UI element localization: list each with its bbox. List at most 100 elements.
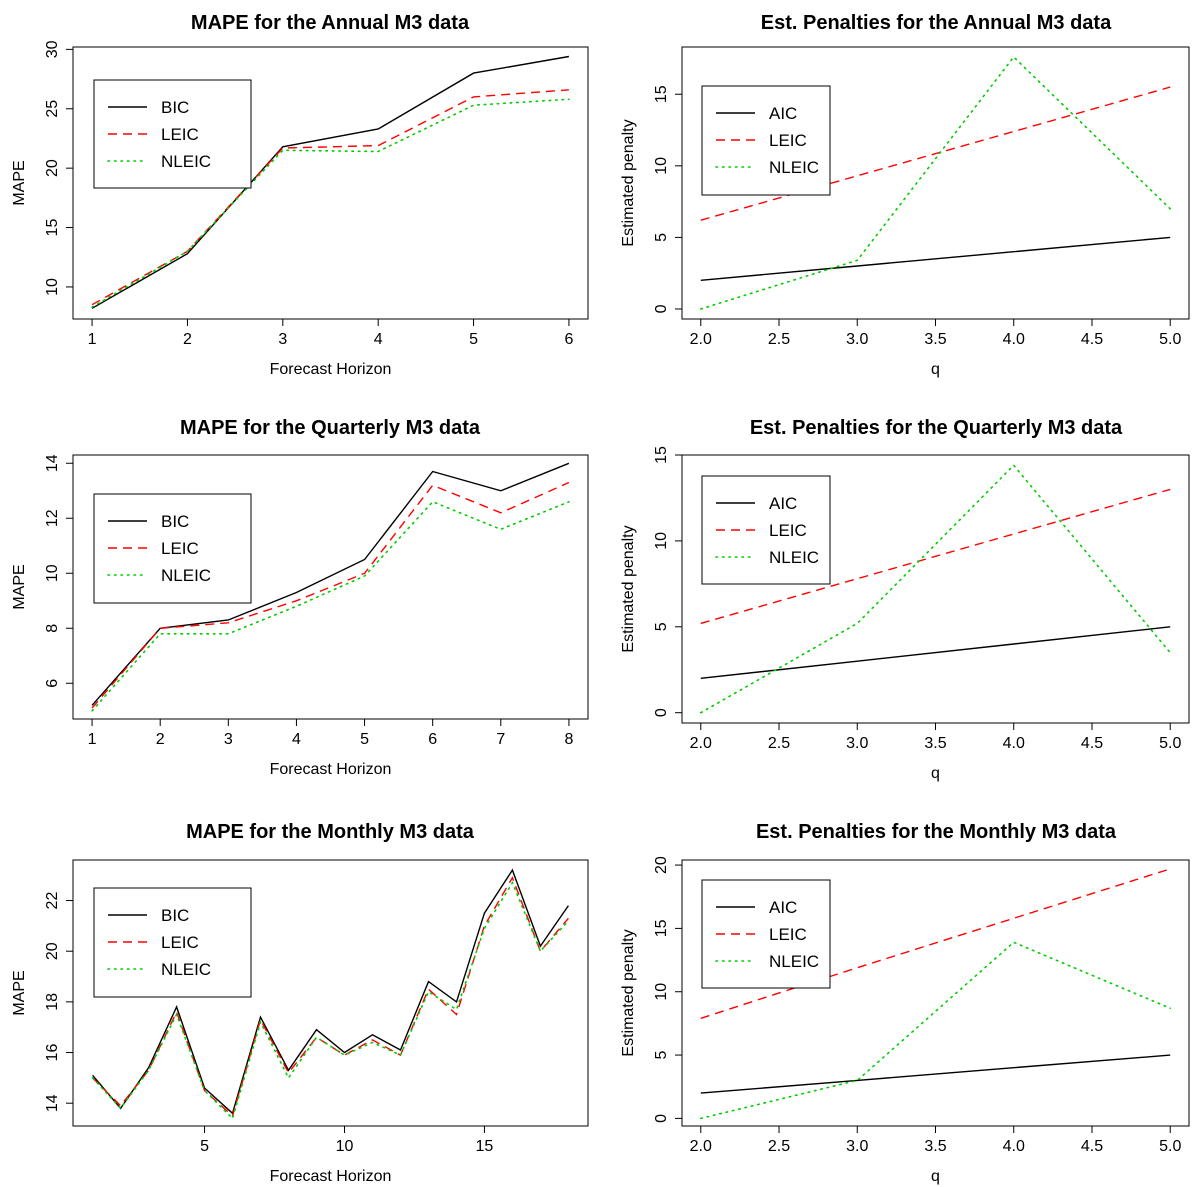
legend: BIC LEIC NLEIC bbox=[93, 79, 252, 189]
legend: AIC LEIC NLEIC bbox=[701, 475, 831, 585]
x-axis-label: q bbox=[931, 1168, 940, 1185]
legend-box bbox=[93, 887, 252, 998]
y-tick-label: 0 bbox=[653, 708, 670, 717]
x-tick-label: 4.5 bbox=[1081, 331, 1103, 348]
y-tick-label: 16 bbox=[44, 1044, 61, 1062]
x-tick-label: 3.0 bbox=[846, 1138, 868, 1155]
x-tick-label: 3.0 bbox=[846, 331, 868, 348]
legend-label-bic: BIC bbox=[161, 98, 189, 117]
legend-label-bic: BIC bbox=[161, 906, 189, 925]
legend-label-aic: AIC bbox=[769, 494, 797, 513]
y-tick-label: 12 bbox=[44, 509, 61, 527]
x-tick-label: 5.0 bbox=[1159, 1138, 1181, 1155]
y-tick-label: 20 bbox=[44, 942, 61, 960]
x-tick-label: 4.0 bbox=[1003, 331, 1025, 348]
y-tick-label: 5 bbox=[653, 1051, 670, 1060]
legend: AIC LEIC NLEIC bbox=[701, 879, 831, 989]
y-tick-label: 0 bbox=[653, 304, 670, 313]
x-tick-label: 4.0 bbox=[1003, 735, 1025, 752]
chart-panel-5: MAPE for the Monthly M3 data 5 10 15 14 16 18 2… bbox=[11, 821, 589, 1185]
y-tick-label: 10 bbox=[653, 532, 670, 550]
legend-label-nleic: NLEIC bbox=[161, 960, 211, 979]
legend-label-aic: AIC bbox=[769, 104, 797, 123]
legend-label-leic: LEIC bbox=[161, 125, 199, 144]
legend: BIC LEIC NLEIC bbox=[93, 493, 252, 604]
chart-title: Est. Penalties for the Monthly M3 data bbox=[756, 821, 1117, 843]
y-tick-label: 15 bbox=[653, 919, 670, 937]
legend-label-leic: LEIC bbox=[161, 933, 199, 952]
chart-title: MAPE for the Quarterly M3 data bbox=[180, 417, 481, 439]
x-tick-label: 3.5 bbox=[924, 331, 946, 348]
y-tick-label: 18 bbox=[44, 993, 61, 1011]
y-tick-label: 15 bbox=[653, 446, 670, 464]
legend-label-nleic: NLEIC bbox=[161, 152, 211, 171]
y-tick-label: 30 bbox=[44, 40, 61, 58]
legend-label-bic: BIC bbox=[161, 512, 189, 531]
legend: BIC LEIC NLEIC bbox=[93, 887, 252, 998]
series-line-nleic bbox=[699, 55, 1171, 310]
y-axis-label: MAPE bbox=[11, 970, 28, 1015]
x-axis-label: Forecast Horizon bbox=[270, 361, 392, 378]
series-line-leic bbox=[92, 876, 569, 1118]
x-tick-label: 4 bbox=[292, 731, 301, 748]
y-tick-label: 20 bbox=[653, 856, 670, 874]
x-tick-label: 2.5 bbox=[768, 735, 790, 752]
series-line-aic bbox=[700, 236, 1171, 281]
x-tick-label: 3.5 bbox=[924, 1138, 946, 1155]
y-tick-label: 8 bbox=[44, 624, 61, 633]
y-tick-label: 20 bbox=[44, 159, 61, 177]
x-tick-label: 10 bbox=[336, 1138, 354, 1155]
y-tick-label: 14 bbox=[44, 454, 61, 472]
y-tick-label: 25 bbox=[44, 100, 61, 118]
x-tick-label: 4.0 bbox=[1003, 1138, 1025, 1155]
legend-box bbox=[93, 79, 252, 189]
x-tick-label: 5 bbox=[469, 331, 478, 348]
series-line-nleic bbox=[91, 500, 570, 712]
x-tick-label: 5.0 bbox=[1159, 331, 1181, 348]
y-axis-label: Estimated penalty bbox=[620, 525, 637, 652]
x-tick-label: 2 bbox=[183, 331, 192, 348]
y-axis-label: MAPE bbox=[11, 564, 28, 609]
chart-title: MAPE for the Annual M3 data bbox=[191, 12, 470, 34]
x-axis-label: q bbox=[931, 765, 940, 782]
chart-panel-4: Est. Penalties for the Quarterly M3 data… bbox=[620, 417, 1190, 782]
x-axis-label: Forecast Horizon bbox=[270, 1168, 392, 1185]
series-line-bic bbox=[91, 462, 570, 706]
y-axis-label: Estimated penalty bbox=[620, 929, 637, 1056]
legend-label-nleic: NLEIC bbox=[769, 548, 819, 567]
series-line-leic bbox=[700, 868, 1171, 1019]
series-line-aic bbox=[700, 626, 1171, 679]
x-tick-label: 4.5 bbox=[1081, 1138, 1103, 1155]
chart-panel-2: Est. Penalties for the Annual M3 data 2.0… bbox=[620, 12, 1190, 378]
y-axis-label: MAPE bbox=[11, 160, 28, 205]
series-line-leic bbox=[700, 488, 1171, 625]
y-tick-label: 14 bbox=[44, 1094, 61, 1112]
y-axis-label: Estimated penalty bbox=[620, 119, 637, 246]
legend-label-nleic: NLEIC bbox=[769, 158, 819, 177]
legend-label-nleic: NLEIC bbox=[161, 566, 211, 585]
x-axis-label: q bbox=[931, 361, 940, 378]
y-tick-label: 5 bbox=[653, 233, 670, 242]
series-line-bic bbox=[91, 55, 570, 309]
x-tick-label: 3 bbox=[224, 731, 233, 748]
x-tick-label: 15 bbox=[476, 1138, 494, 1155]
x-tick-label: 5 bbox=[200, 1138, 209, 1155]
series-line-bic bbox=[92, 868, 569, 1115]
x-tick-label: 3.5 bbox=[924, 735, 946, 752]
legend-label-leic: LEIC bbox=[769, 131, 807, 150]
y-tick-label: 10 bbox=[44, 564, 61, 582]
x-tick-label: 2.0 bbox=[690, 1138, 712, 1155]
y-tick-label: 15 bbox=[44, 219, 61, 237]
x-tick-label: 6 bbox=[428, 731, 437, 748]
y-tick-label: 0 bbox=[653, 1114, 670, 1123]
x-tick-label: 2 bbox=[156, 731, 165, 748]
legend-label-nleic: NLEIC bbox=[769, 952, 819, 971]
x-tick-label: 4 bbox=[374, 331, 383, 348]
legend-box bbox=[93, 493, 252, 604]
x-tick-label: 2.5 bbox=[768, 1138, 790, 1155]
x-tick-label: 3 bbox=[278, 331, 287, 348]
x-tick-label: 3.0 bbox=[846, 735, 868, 752]
series-line-nleic bbox=[91, 98, 570, 308]
